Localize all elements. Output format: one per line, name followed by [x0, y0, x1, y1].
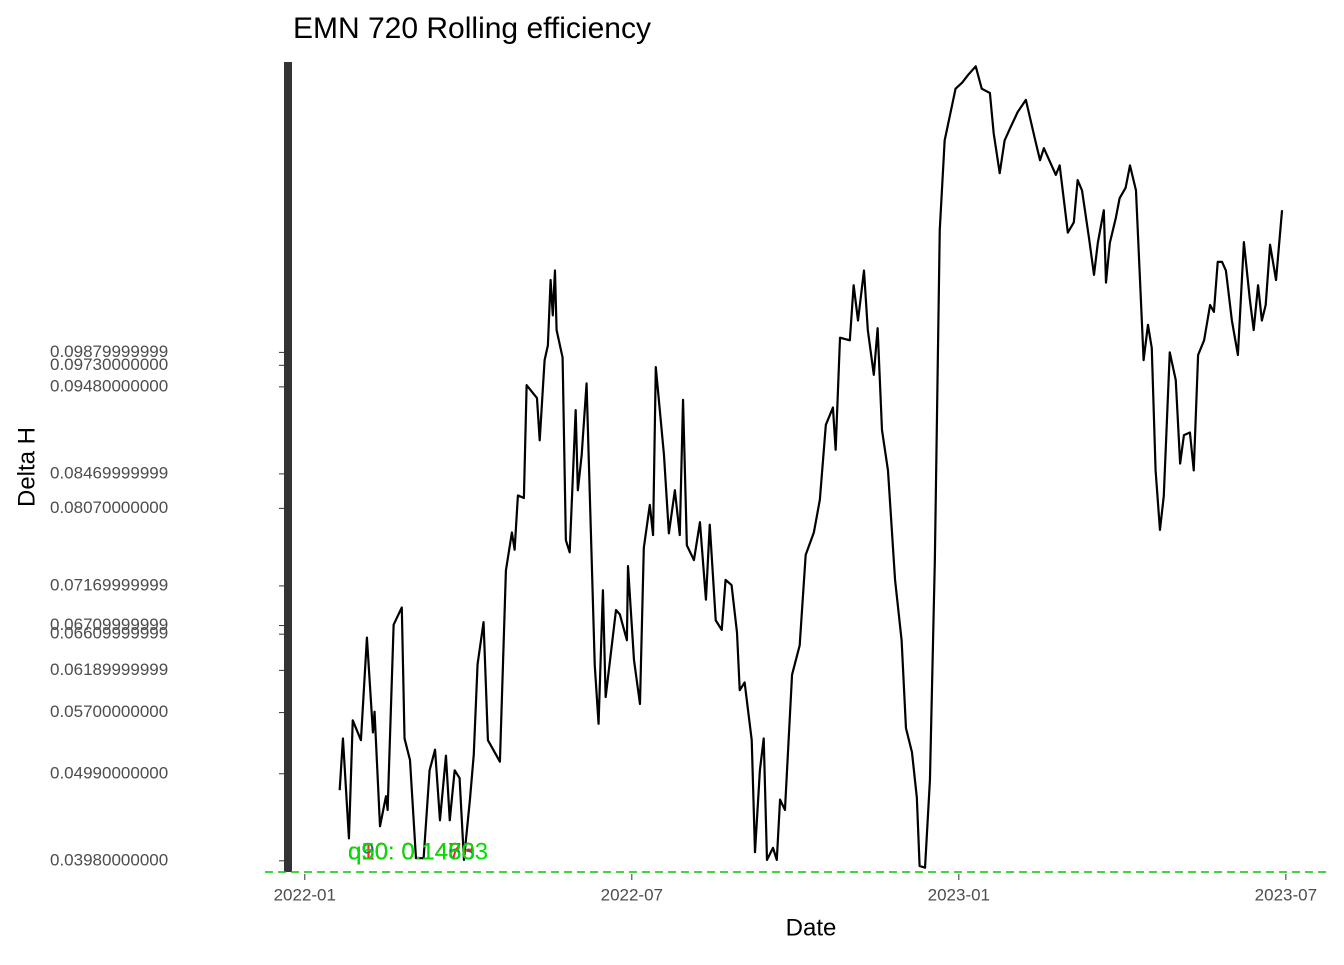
dense-tick-column: [284, 62, 292, 872]
y-tick-label: 0.04990000000: [50, 763, 168, 782]
data-line: [338, 65, 1284, 869]
x-tick-label: 2023-01: [928, 885, 990, 904]
annotation: q10: 0.1476: [348, 838, 475, 865]
annotation: q90: 0.1463: [348, 838, 475, 865]
y-axis-label: Delta H: [13, 427, 40, 507]
y-tick-label: 0.06609999999: [50, 624, 168, 643]
chart-title: EMN 720 Rolling efficiency: [293, 12, 651, 45]
annotation: q50: 0.14803: [348, 838, 488, 865]
x-tick-label: 2023-07: [1255, 885, 1317, 904]
y-tick-label: 0.06709999999: [50, 615, 168, 634]
y-tick-label: 0.09730000000: [50, 355, 168, 374]
y-tick-label: 0.07169999999: [50, 575, 168, 594]
y-tick-label: 0.03980000000: [50, 850, 168, 869]
y-tick-label: 0.05700000000: [50, 702, 168, 721]
y-tick-label: 0.09879999999: [50, 342, 168, 361]
x-axis-label: Date: [786, 914, 837, 941]
y-tick-label: 0.09480000000: [50, 376, 168, 395]
y-tick-label: 0.08469999999: [50, 463, 168, 482]
y-tick-label: 0.06189999999: [50, 660, 168, 679]
y-tick-label: 0.08070000000: [50, 498, 168, 517]
x-tick-label: 2022-01: [274, 885, 336, 904]
x-tick-label: 2022-07: [601, 885, 663, 904]
